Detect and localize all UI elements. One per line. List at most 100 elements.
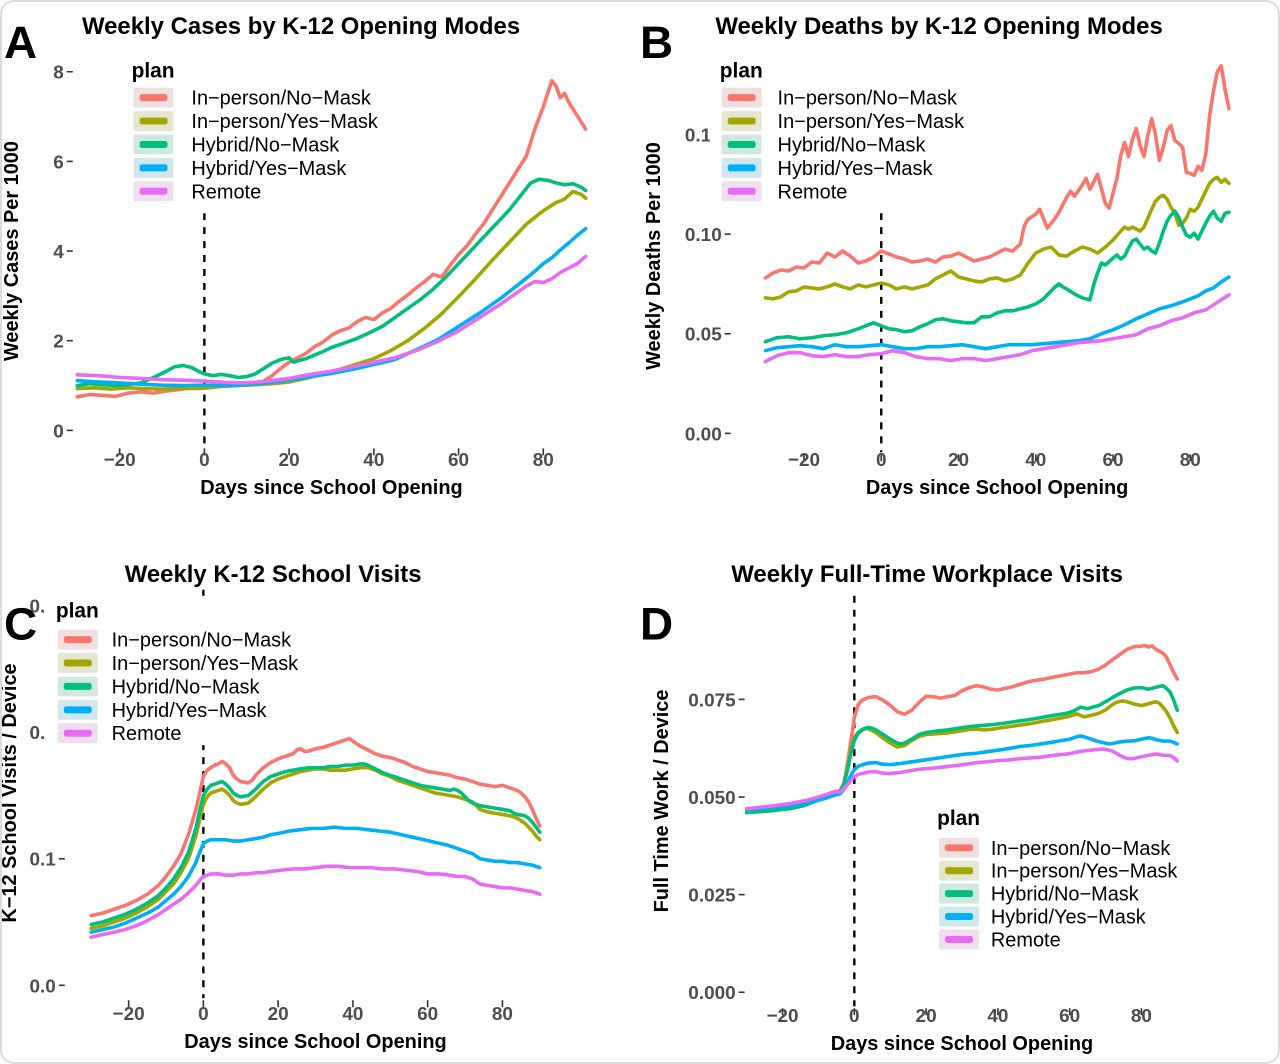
legend-entry-label: In−person/No−Mask	[991, 838, 1170, 860]
x-tick-label: 60	[1059, 1006, 1080, 1027]
series-line-remote	[763, 293, 1231, 364]
x-tick-label: 80	[492, 1004, 513, 1025]
x-tick-label: −20	[766, 1006, 798, 1027]
series-line-in-person-no-mask	[744, 643, 1180, 811]
legend-entry-label: In−person/Yes−Mask	[191, 111, 378, 133]
legend-entry: Remote	[57, 723, 182, 745]
series-line-remote	[75, 254, 588, 385]
y-axis-title: Full Time Work / Device	[651, 690, 673, 913]
series-line-in-person-yes-mask	[89, 765, 542, 931]
legend: planIn−person/No−MaskIn−person/Yes−MaskH…	[45, 595, 322, 745]
legend: planIn−person/No−MaskIn−person/Yes−MaskH…	[927, 797, 1219, 955]
y-tick-label: 8	[53, 63, 64, 84]
legend-title: plan	[720, 60, 763, 83]
series-line-in-person-no-mask	[89, 736, 542, 918]
legend-key-line	[727, 140, 756, 148]
legend-key-line	[727, 117, 756, 125]
legend-entry-label: Remote	[991, 929, 1061, 951]
y-axis-title: Weekly Deaths Per 1000	[643, 142, 665, 370]
legend-entry-label: In−person/No−Mask	[191, 88, 370, 110]
x-tick-label: 40	[363, 450, 384, 471]
x-tick-label: 0	[876, 450, 887, 471]
x-tick-label: 0	[198, 1004, 209, 1025]
legend-entry-label: Hybrid/Yes−Mask	[991, 907, 1146, 929]
legend-entry: Remote	[721, 181, 847, 203]
y-tick-label: 0.1	[30, 850, 56, 871]
legend-entry-label: Hybrid/Yes−Mask	[191, 158, 346, 180]
x-tick-label: 20	[268, 1004, 289, 1025]
legend-entry: Hybrid/No−Mask	[133, 134, 339, 156]
x-tick-label: 80	[1180, 450, 1201, 471]
panel-weekly-deaths: B Weekly Deaths by K-12 Opening Modes 0.00…	[640, 2, 1278, 532]
legend-key-line	[63, 729, 92, 737]
legend-entry: Hybrid/Yes−Mask	[57, 700, 267, 722]
legend-entry-label: Remote	[112, 723, 182, 745]
legend-key-line	[945, 867, 973, 875]
x-axis-title: Days since School Opening	[831, 1033, 1093, 1055]
legend-key-line	[945, 844, 973, 852]
series-line-hybrid-yes-mask	[763, 275, 1231, 353]
y-axis-title: K−12 School Visits / Device	[2, 663, 21, 922]
series-line-hybrid-yes-mask	[75, 226, 588, 388]
x-axis-title: Days since School Opening	[200, 477, 462, 499]
x-tick-label: 60	[1102, 450, 1123, 471]
legend-entry: Remote	[939, 929, 1061, 951]
x-tick-label: 20	[916, 1006, 937, 1027]
legend-entry-label: Hybrid/Yes−Mask	[778, 158, 933, 180]
legend-entry-label: In−person/No−Mask	[778, 88, 957, 110]
legend-entry: In−person/No−Mask	[133, 88, 371, 110]
y-tick-label: 0.00	[685, 424, 722, 445]
x-tick-label: −20	[113, 1004, 145, 1025]
legend-key-line	[139, 94, 168, 102]
legend-key-line	[139, 140, 168, 148]
y-tick-label: 0.0	[30, 976, 56, 997]
y-axis-title: Weekly Cases Per 1000	[2, 141, 23, 361]
x-tick-label: 40	[342, 1004, 363, 1025]
panel-title: Weekly Deaths by K-12 Opening Modes	[715, 13, 1162, 40]
panel-weekly-cases: A Weekly Cases by K-12 Opening Modes 0 2 4 6 8…	[2, 2, 640, 532]
series-line-hybrid-no-mask	[763, 209, 1231, 344]
panel-title: Weekly Full-Time Workplace Visits	[731, 561, 1123, 588]
y-tick-label: 2	[53, 332, 64, 353]
legend-entry-label: In−person/Yes−Mask	[778, 111, 965, 133]
panel-title: Weekly Cases by K-12 Opening Modes	[82, 13, 520, 40]
x-tick-label: −20	[104, 450, 136, 471]
legend-key-line	[945, 935, 973, 943]
x-axis-title: Days since School Opening	[184, 1031, 446, 1053]
x-tick-label: 40	[1025, 450, 1046, 471]
legend-key-line	[727, 164, 756, 172]
x-tick-label: 60	[448, 450, 469, 471]
legend-title: plan	[937, 807, 980, 830]
x-axis-title: Days since School Opening	[866, 477, 1128, 499]
legend-key-line	[727, 187, 756, 195]
panel-B-chart: B Weekly Deaths by K-12 Opening Modes 0.00…	[640, 13, 1231, 499]
panel-D-chart: D Weekly Full-Time Workplace Visits 0.000 0…	[640, 561, 1219, 1055]
x-tick-label: 0	[199, 450, 210, 471]
x-tick-label: 80	[533, 450, 554, 471]
y-tick-label: 4	[53, 242, 64, 263]
panel-letter: A	[4, 17, 37, 68]
y-tick-label: 0.025	[688, 886, 735, 907]
y-tick-label: 0.075	[688, 690, 735, 711]
legend-title: plan	[132, 60, 175, 83]
x-tick-label: 60	[417, 1004, 438, 1025]
legend-key-line	[945, 890, 973, 898]
legend-key-line	[945, 913, 973, 921]
legend-entry: Remote	[133, 181, 261, 203]
series-line-hybrid-no-mask	[75, 177, 588, 388]
legend-key-line	[63, 682, 92, 690]
panel-workplace-visits: D Weekly Full-Time Workplace Visits 0.000 0…	[640, 532, 1278, 1062]
series-line-hybrid-no-mask	[744, 683, 1180, 815]
x-tick-label: 40	[987, 1006, 1008, 1027]
series-line-hybrid-no-mask	[89, 762, 542, 927]
panel-letter: C	[4, 599, 37, 650]
legend-entry: Hybrid/Yes−Mask	[133, 158, 346, 180]
x-tick-label: −20	[788, 450, 820, 471]
panel-letter: B	[640, 17, 673, 68]
legend-entry: Hybrid/Yes−Mask	[939, 907, 1146, 929]
legend-entry-label: Hybrid/No−Mask	[191, 134, 339, 156]
series-line-remote	[744, 747, 1180, 811]
